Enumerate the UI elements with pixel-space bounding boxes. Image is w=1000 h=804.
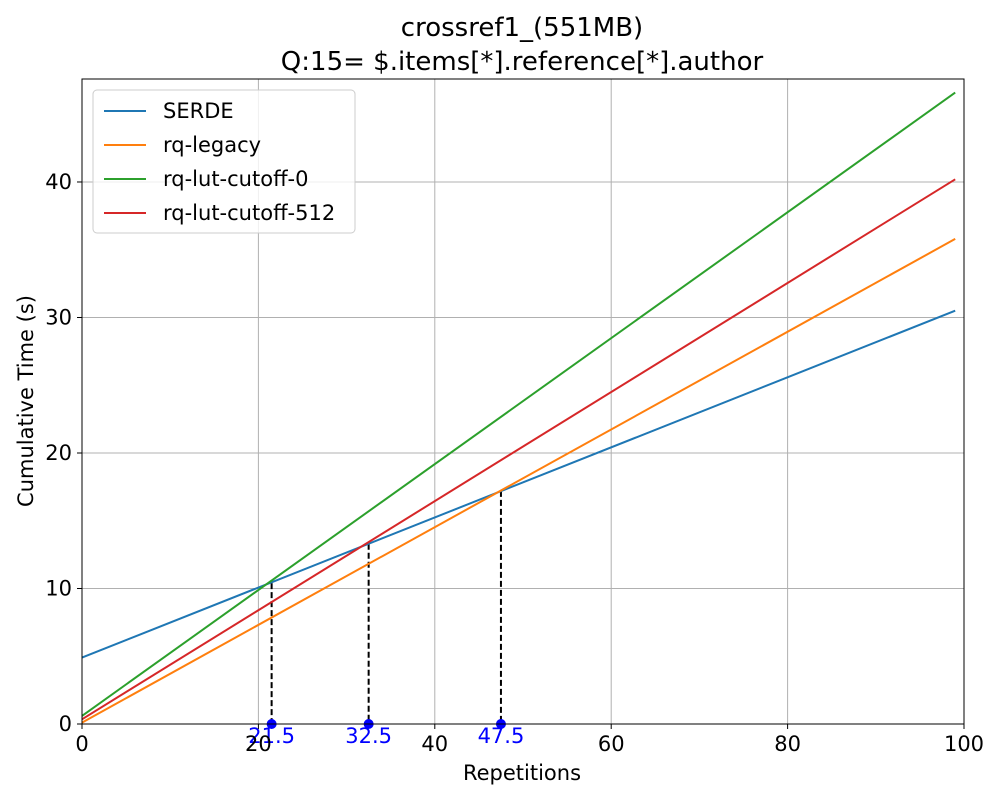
annotation-markers: 21.5 32.5 47.5 <box>248 719 524 748</box>
grid <box>81 79 965 725</box>
x-tick-label: 40 <box>421 732 448 756</box>
x-tick-label: 20 <box>245 732 272 756</box>
chart-subtitle: Q:15= $.items[*].reference[*].author <box>281 47 764 77</box>
x-tick-label: 0 <box>75 732 88 756</box>
series-line <box>81 178 956 721</box>
crossover-label: 47.5 <box>478 724 525 748</box>
x-tick-label: 80 <box>774 732 801 756</box>
legend: SERDE rq-legacy rq-lut-cutoff-0 rq-lut-cuto… <box>92 89 356 234</box>
legend-label: rq-lut-cutoff-0 <box>163 167 308 191</box>
plot-area-frame <box>81 78 965 725</box>
x-axis-label: Repetitions <box>463 761 581 785</box>
crossover-label: 32.5 <box>345 724 392 748</box>
legend-label: SERDE <box>163 99 234 123</box>
y-tick-label: 10 <box>45 576 72 600</box>
legend-label: rq-lut-cutoff-512 <box>163 201 335 225</box>
legend-label: rq-legacy <box>163 133 261 157</box>
legend-frame <box>92 89 356 234</box>
series-line <box>81 238 956 724</box>
x-tick-label: 60 <box>598 732 625 756</box>
y-tick-label: 20 <box>45 441 72 465</box>
chart-title: crossref1_(551MB) <box>401 13 643 43</box>
crossover-label: 21.5 <box>248 724 295 748</box>
annotation-lines <box>270 490 502 724</box>
y-tick-label: 40 <box>45 170 72 194</box>
x-tick-label: 100 <box>944 732 984 756</box>
series-line <box>81 309 956 659</box>
series-line <box>81 91 956 717</box>
y-tick-label: 30 <box>45 305 72 329</box>
y-tick-label: 0 <box>59 712 72 736</box>
series-lines <box>81 91 956 724</box>
y-axis-label: Cumulative Time (s) <box>14 295 38 507</box>
axis-ticks: 0 20 40 60 80 100 0 10 20 30 40 <box>45 170 984 756</box>
